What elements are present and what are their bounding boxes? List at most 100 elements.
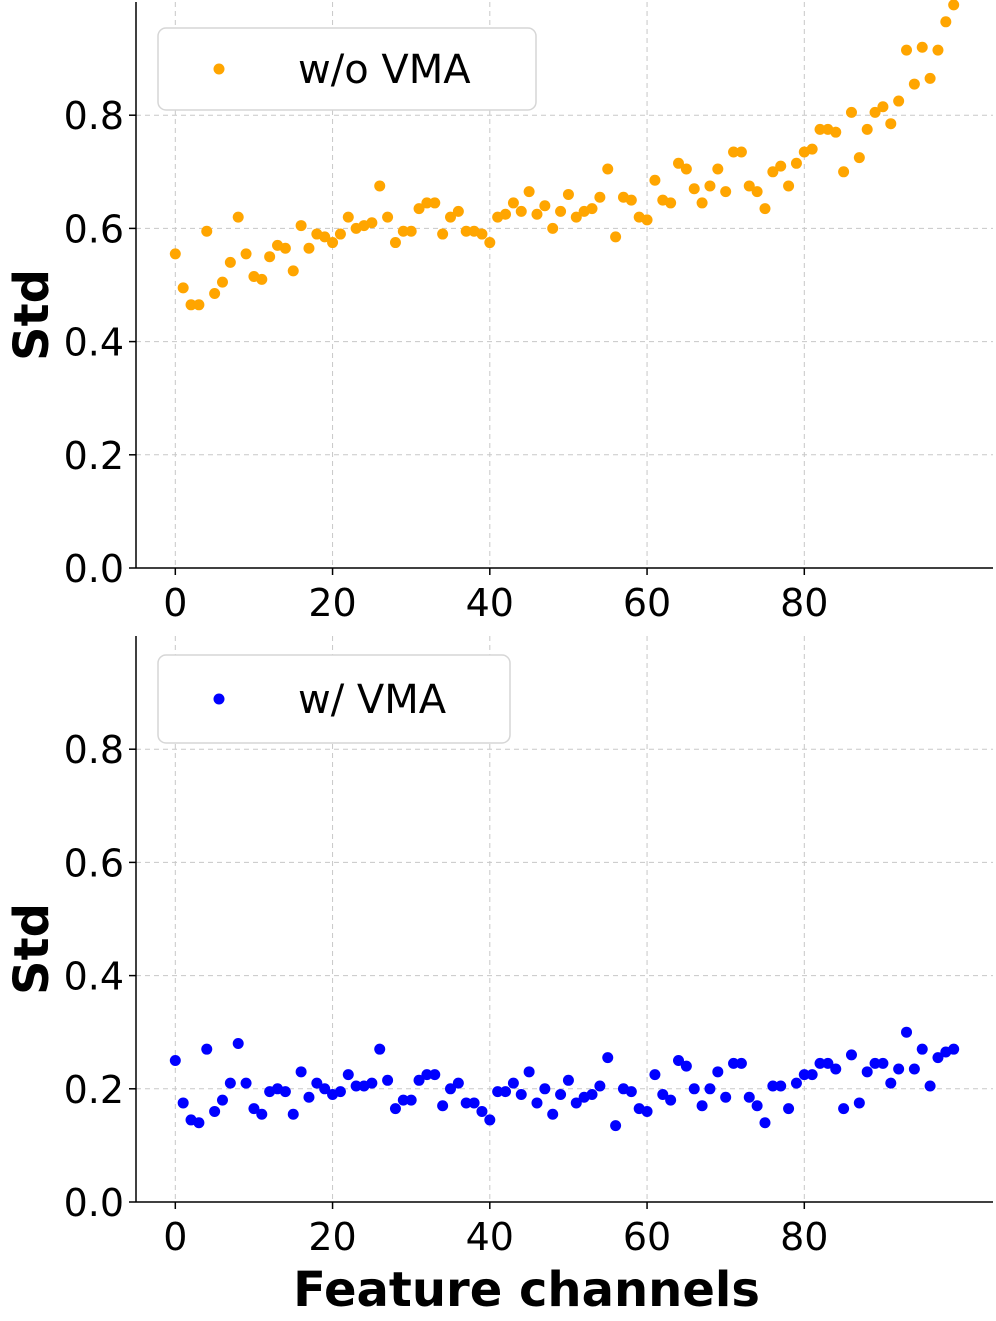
data-point xyxy=(492,1086,504,1098)
data-point xyxy=(806,1069,818,1081)
data-point xyxy=(342,1069,354,1081)
data-point xyxy=(798,1069,810,1081)
data-point xyxy=(500,1086,512,1098)
data-point xyxy=(547,1108,559,1120)
data-point xyxy=(531,208,543,220)
data-point xyxy=(216,1094,228,1106)
data-point xyxy=(728,146,740,158)
data-point xyxy=(712,163,724,175)
data-point xyxy=(924,1080,936,1092)
x-tick-label: 0 xyxy=(163,581,187,625)
data-point xyxy=(783,1103,795,1115)
data-point xyxy=(751,186,763,198)
data-point xyxy=(641,1105,653,1117)
data-point xyxy=(507,197,519,209)
data-point xyxy=(405,1094,417,1106)
x-axis-label: Feature channels xyxy=(293,1262,760,1318)
data-point xyxy=(366,217,378,229)
data-point xyxy=(665,1094,677,1106)
chart-panel-1: 0 20 40 60 80 0.0 0.2 0.4 0.6 0.8 Std w/o VMA xyxy=(4,0,993,625)
data-point xyxy=(295,220,307,232)
data-point xyxy=(704,1083,716,1095)
data-point xyxy=(476,228,488,240)
data-point xyxy=(287,265,299,277)
y-tick-label: 0.0 xyxy=(64,547,124,591)
data-point xyxy=(468,1097,480,1109)
data-point xyxy=(649,1069,661,1081)
data-point xyxy=(334,228,346,240)
data-point xyxy=(484,1114,496,1126)
data-point xyxy=(940,16,952,28)
data-point xyxy=(366,1077,378,1089)
data-point xyxy=(319,231,331,243)
data-point xyxy=(287,1108,299,1120)
data-point xyxy=(437,1100,449,1112)
data-point xyxy=(311,1077,323,1089)
data-point xyxy=(696,197,708,209)
y-tick-label: 0.4 xyxy=(64,321,124,365)
data-point xyxy=(885,1077,897,1089)
data-point xyxy=(665,197,677,209)
x-tick-label: 0 xyxy=(163,1215,187,1259)
data-point xyxy=(806,143,818,155)
data-point xyxy=(264,251,276,263)
x-tick-label: 20 xyxy=(308,581,356,625)
data-point xyxy=(209,1105,221,1117)
data-point xyxy=(845,1049,857,1061)
data-point xyxy=(216,276,228,288)
data-point xyxy=(775,1080,787,1092)
data-point xyxy=(240,1077,252,1089)
data-point xyxy=(570,1097,582,1109)
data-point xyxy=(389,237,401,249)
data-point xyxy=(759,1117,771,1129)
data-point xyxy=(625,1086,637,1098)
legend-marker xyxy=(213,63,225,75)
data-point xyxy=(429,197,441,209)
x-tick-label: 80 xyxy=(780,1215,828,1259)
series-1 xyxy=(169,1026,960,1132)
data-point xyxy=(429,1069,441,1081)
data-point xyxy=(720,186,732,198)
data-point xyxy=(861,123,873,135)
data-point xyxy=(452,1077,464,1089)
data-point xyxy=(861,1066,873,1078)
y-tick-label: 0.4 xyxy=(64,955,124,999)
data-point xyxy=(893,1063,905,1075)
series-1 xyxy=(169,0,960,311)
data-point xyxy=(515,205,527,217)
data-point xyxy=(767,166,779,178)
data-point xyxy=(853,152,865,164)
data-point xyxy=(735,1057,747,1069)
chart-panel-2: 0 20 40 60 80 0.0 0.2 0.4 0.6 0.8 Std Feature chann… xyxy=(4,636,993,1318)
data-point xyxy=(602,1052,614,1064)
data-point xyxy=(932,44,944,56)
x-tick-label: 80 xyxy=(780,581,828,625)
y-tick-label: 0.2 xyxy=(64,1068,124,1112)
data-point xyxy=(460,1097,472,1109)
data-point xyxy=(673,1055,685,1066)
data-point xyxy=(374,1043,386,1055)
y-tick-label: 0.2 xyxy=(64,434,124,478)
data-point xyxy=(610,231,622,243)
data-point xyxy=(712,1066,724,1078)
data-point xyxy=(177,282,189,294)
legend-box xyxy=(157,27,537,111)
data-point xyxy=(594,191,606,203)
data-point xyxy=(735,146,747,158)
data-point xyxy=(602,163,614,175)
data-point xyxy=(444,1083,456,1095)
data-point xyxy=(814,1057,826,1069)
data-point xyxy=(405,225,417,237)
data-point xyxy=(838,166,850,178)
data-point xyxy=(539,1083,551,1095)
data-point xyxy=(232,211,244,223)
data-point xyxy=(814,123,826,135)
x-tick-label: 60 xyxy=(623,581,671,625)
data-point xyxy=(901,44,913,56)
data-point xyxy=(452,205,464,217)
data-point xyxy=(767,1080,779,1092)
data-point xyxy=(822,1057,834,1069)
data-point xyxy=(539,200,551,212)
data-point xyxy=(838,1103,850,1115)
